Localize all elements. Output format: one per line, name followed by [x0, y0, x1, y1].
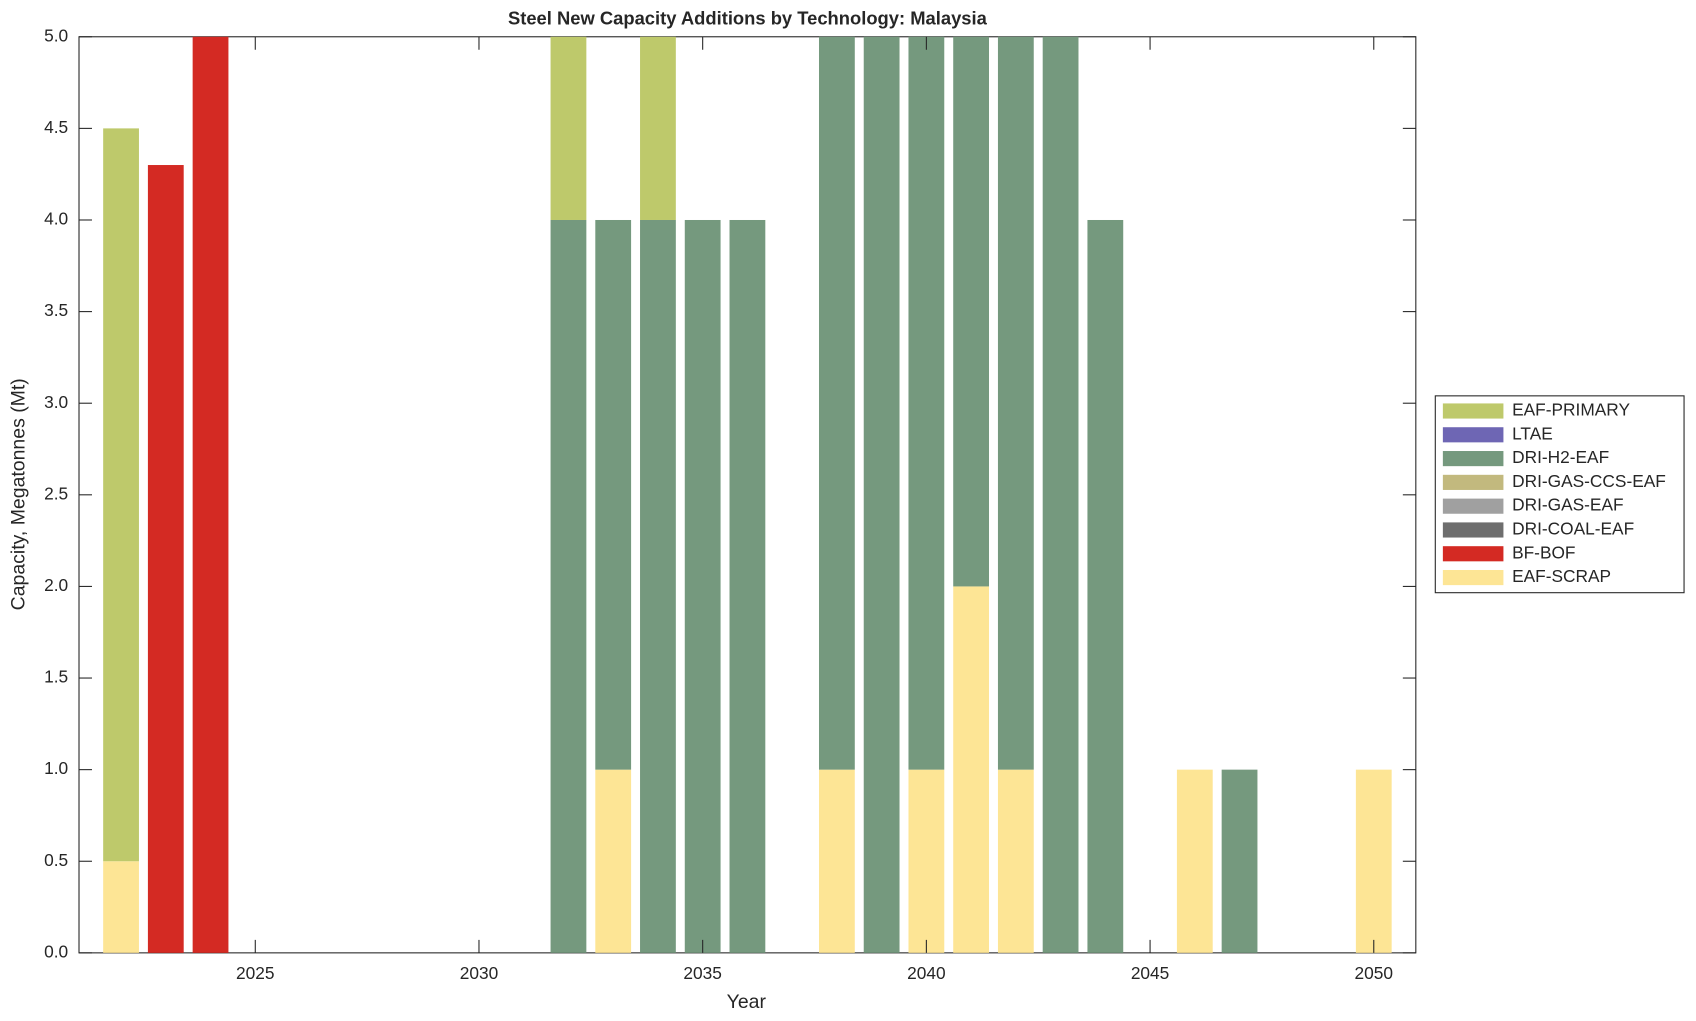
- bar-segment: [550, 36, 587, 220]
- bar-segment: [953, 586, 990, 953]
- bar-segment: [953, 36, 990, 587]
- bar-segment: [1176, 769, 1213, 953]
- x-axis-label: Year: [727, 991, 767, 1013]
- legend-swatch: [1442, 403, 1504, 419]
- legend-swatch: [1442, 427, 1504, 443]
- bar-segment: [997, 769, 1034, 953]
- legend-swatch: [1442, 474, 1504, 490]
- legend-label: DRI-GAS-EAF: [1512, 495, 1623, 515]
- x-tick-label: 2035: [683, 963, 721, 983]
- bar-segment: [595, 769, 632, 953]
- bar-segment: [908, 36, 945, 770]
- legend-swatch: [1442, 546, 1504, 562]
- y-tick-label: 2.0: [44, 575, 68, 595]
- legend-label: DRI-COAL-EAF: [1512, 519, 1634, 539]
- x-tick-label: 2040: [907, 963, 945, 983]
- bar-segment: [550, 219, 587, 953]
- y-axis-label: Capacity, Megatonnes (Mt): [8, 378, 30, 610]
- legend-label: LTAE: [1512, 423, 1553, 443]
- legend-label: EAF-SCRAP: [1512, 566, 1611, 586]
- x-tick-label: 2045: [1131, 963, 1169, 983]
- bar-segment: [147, 165, 184, 953]
- bar-segment: [908, 769, 945, 953]
- bar-segment: [863, 36, 900, 953]
- bar-segment: [1087, 219, 1124, 953]
- bar-segment: [103, 861, 139, 953]
- y-tick-label: 1.0: [44, 758, 68, 778]
- bar-segment: [1221, 769, 1258, 953]
- bar-segment: [640, 219, 676, 953]
- bar-segment: [640, 36, 676, 220]
- y-tick-label: 4.0: [44, 209, 68, 229]
- y-tick-label: 1.5: [44, 667, 68, 687]
- bar-segment: [684, 219, 721, 953]
- y-tick-label: 3.0: [44, 392, 68, 412]
- bar-segment: [595, 219, 632, 770]
- x-tick-label: 2050: [1355, 963, 1393, 983]
- y-tick-label: 0.5: [44, 850, 68, 870]
- legend-swatch: [1442, 569, 1504, 586]
- legend-label: DRI-GAS-CCS-EAF: [1512, 471, 1666, 491]
- bar-segment: [818, 769, 855, 953]
- y-tick-label: 0.0: [44, 941, 68, 961]
- legend-swatch: [1442, 522, 1504, 538]
- legend-label: EAF-PRIMARY: [1512, 400, 1630, 420]
- bar-segment: [1355, 769, 1392, 953]
- x-tick-label: 2025: [236, 963, 274, 983]
- y-tick-label: 5.0: [44, 25, 68, 45]
- x-tick-label: 2030: [460, 963, 498, 983]
- bar-segment: [729, 219, 766, 953]
- y-tick-label: 3.5: [44, 300, 68, 320]
- bar-segment: [1042, 36, 1079, 953]
- bar-segment: [103, 128, 139, 862]
- bar-segment: [997, 36, 1034, 770]
- legend-label: DRI-H2-EAF: [1512, 447, 1609, 467]
- y-tick-label: 2.5: [44, 483, 68, 503]
- legend-swatch: [1442, 498, 1504, 514]
- legend-swatch: [1442, 451, 1504, 467]
- bar-segment: [192, 36, 229, 953]
- legend-label: BF-BOF: [1512, 542, 1575, 562]
- y-tick-label: 4.5: [44, 117, 68, 137]
- chart-title: Steel New Capacity Additions by Technolo…: [508, 7, 988, 28]
- bar-segment: [818, 36, 855, 770]
